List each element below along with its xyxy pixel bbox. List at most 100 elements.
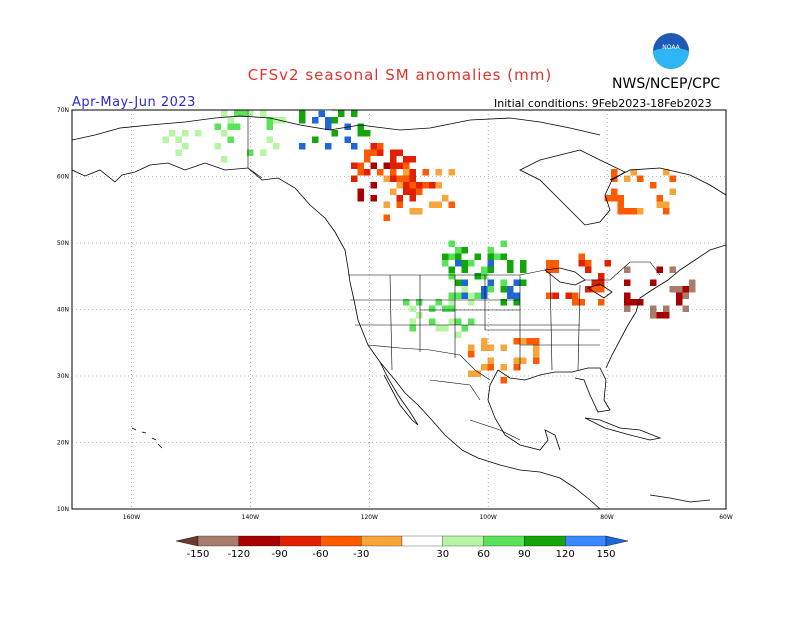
anomaly-cell bbox=[500, 364, 507, 371]
anomaly-cell bbox=[481, 266, 488, 273]
anomaly-cell bbox=[669, 175, 676, 182]
anomaly-cell bbox=[676, 292, 683, 299]
colorbar-arrow-low bbox=[175, 535, 199, 547]
colorbar-segment bbox=[524, 535, 566, 547]
anomaly-cell bbox=[624, 175, 631, 182]
anomaly-cell bbox=[357, 162, 364, 169]
anomaly-cell bbox=[500, 377, 507, 384]
anomaly-cell bbox=[396, 201, 403, 208]
anomaly-cell bbox=[461, 260, 468, 267]
lat-label: 20N bbox=[57, 440, 69, 447]
anomaly-cell bbox=[461, 279, 468, 286]
anomaly-cell bbox=[461, 292, 468, 299]
anomaly-cell bbox=[513, 299, 520, 306]
colorbar-segment bbox=[197, 535, 239, 547]
anomaly-cell bbox=[435, 325, 442, 332]
anomaly-cell bbox=[195, 136, 202, 143]
anomaly-cell bbox=[656, 312, 663, 319]
anomaly-cell bbox=[682, 305, 689, 312]
anomaly-cell bbox=[513, 279, 520, 286]
anomaly-cell bbox=[370, 149, 377, 156]
anomaly-cell bbox=[416, 182, 423, 189]
colorbar-tick-label: 30 bbox=[436, 549, 449, 560]
anomaly-cell bbox=[318, 110, 325, 117]
anomaly-cell bbox=[591, 279, 598, 286]
longitude-labels: 160W 140W 120W 100W 80W 60W bbox=[123, 514, 733, 521]
anomaly-cell bbox=[552, 266, 559, 273]
anomaly-cell bbox=[468, 370, 475, 377]
chart-title: CFSv2 seasonal SM anomalies (mm) bbox=[247, 66, 553, 84]
colorbar-segment bbox=[361, 535, 403, 547]
anomaly-cell bbox=[663, 305, 670, 312]
anomaly-cell bbox=[611, 188, 618, 195]
anomaly-cell bbox=[175, 143, 182, 150]
anomaly-cell bbox=[500, 286, 507, 293]
anomaly-cell bbox=[396, 195, 403, 202]
anomaly-cell bbox=[650, 312, 657, 319]
anomaly-cell bbox=[624, 279, 631, 286]
anomaly-cell bbox=[565, 292, 572, 299]
colorbar: -150 -120 -90 -60 -30 30 60 90 120 150 bbox=[175, 535, 629, 560]
anomaly-cell bbox=[234, 123, 241, 130]
anomaly-cell bbox=[175, 149, 182, 156]
anomaly-cell bbox=[448, 201, 455, 208]
anomaly-cell bbox=[390, 149, 397, 156]
anomaly-cell bbox=[448, 240, 455, 247]
anomaly-cell bbox=[383, 162, 390, 169]
colorbar-segment bbox=[401, 535, 443, 547]
anomaly-cell bbox=[390, 188, 397, 195]
anomaly-cell bbox=[507, 266, 514, 273]
anomaly-cell bbox=[247, 149, 254, 156]
anomaly-cell bbox=[169, 130, 176, 137]
colorbar-segment bbox=[320, 535, 362, 547]
anomaly-cell bbox=[578, 299, 585, 306]
anomaly-cell bbox=[487, 266, 494, 273]
anomaly-cell bbox=[214, 123, 221, 130]
anomaly-cell bbox=[403, 299, 410, 306]
anomaly-cell bbox=[208, 130, 215, 137]
anomaly-cell bbox=[325, 110, 332, 111]
anomaly-cell bbox=[448, 299, 455, 306]
anomaly-cell bbox=[591, 286, 598, 293]
anomaly-cell bbox=[455, 253, 462, 260]
anomaly-cell bbox=[266, 117, 273, 124]
anomaly-cell bbox=[383, 175, 390, 182]
anomaly-cell bbox=[455, 247, 462, 254]
anomaly-cell bbox=[409, 208, 416, 215]
graticule bbox=[72, 110, 726, 509]
anomaly-cell bbox=[409, 325, 416, 332]
anomaly-cell bbox=[468, 260, 475, 267]
anomaly-cell bbox=[461, 247, 468, 254]
anomaly-cell bbox=[364, 130, 371, 137]
anomaly-cell bbox=[273, 117, 280, 124]
noaa-logo: NOAA bbox=[653, 33, 689, 69]
anomaly-cell bbox=[409, 169, 416, 176]
anomaly-cell bbox=[175, 136, 182, 143]
colorbar-arrow-high bbox=[605, 535, 629, 547]
anomaly-cell bbox=[377, 143, 384, 150]
anomaly-cell bbox=[409, 156, 416, 163]
anomaly-cell bbox=[481, 364, 488, 371]
anomaly-cell bbox=[273, 143, 280, 150]
anomaly-cell bbox=[266, 123, 273, 130]
anomaly-cell bbox=[370, 162, 377, 169]
anomaly-cell bbox=[650, 182, 657, 189]
anomaly-cell bbox=[318, 110, 325, 111]
anomaly-cell bbox=[201, 117, 208, 124]
anomaly-cell bbox=[676, 299, 683, 306]
lon-label: 140W bbox=[242, 514, 259, 521]
anomaly-cell bbox=[396, 175, 403, 182]
anomaly-cell bbox=[500, 240, 507, 247]
initial-conditions: Initial conditions: 9Feb2023-18Feb2023 bbox=[494, 97, 712, 110]
anomaly-cell bbox=[552, 260, 559, 267]
anomaly-cell bbox=[552, 292, 559, 299]
anomaly-cell bbox=[331, 130, 338, 137]
anomaly-cell bbox=[474, 370, 481, 377]
anomaly-cell bbox=[656, 195, 663, 202]
anomaly-cell bbox=[624, 299, 631, 306]
anomaly-cell bbox=[240, 110, 247, 117]
anomaly-cell bbox=[461, 266, 468, 273]
colorbar-tick-label: -30 bbox=[353, 549, 369, 560]
anomaly-cell bbox=[188, 136, 195, 143]
anomaly-cell bbox=[468, 344, 475, 351]
